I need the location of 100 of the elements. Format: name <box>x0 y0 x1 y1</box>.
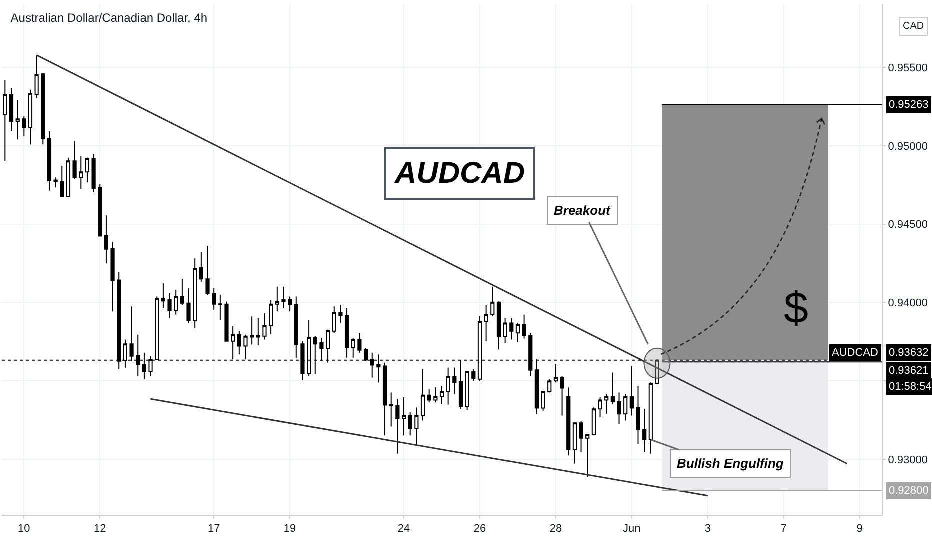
candlestick <box>624 394 628 422</box>
ref-line-label: 0.93621 <box>889 365 929 377</box>
candlestick <box>332 306 336 334</box>
candlestick <box>212 288 216 310</box>
candlestick <box>446 367 450 406</box>
candlestick <box>452 367 457 395</box>
candlestick <box>3 80 8 162</box>
annotation: $ <box>784 284 808 333</box>
candlestick <box>262 312 267 340</box>
candlestick <box>275 286 280 312</box>
annotation: Bullish Engulfing <box>677 456 784 471</box>
x-tick-label: Jun <box>623 523 641 536</box>
ref-line-label: 0.93632 <box>889 347 929 359</box>
y-tick-label: 0.95500 <box>888 62 928 74</box>
candlestick <box>41 72 46 146</box>
candlestick <box>472 368 476 382</box>
candlestick <box>28 89 33 146</box>
ref-line-label: 0.95263 <box>889 99 929 111</box>
candlestick <box>92 154 96 193</box>
ref-line-label: 0.92800 <box>889 485 929 497</box>
candlestick <box>484 304 488 342</box>
candlestick <box>237 331 242 356</box>
candlestick <box>79 156 84 190</box>
candlestick <box>54 177 58 188</box>
text: CAD <box>903 21 924 32</box>
candlestick <box>554 364 558 384</box>
x-tick-label: 19 <box>284 523 296 536</box>
candlestick <box>250 316 254 346</box>
candlestick <box>610 372 615 405</box>
x-tick-label: 12 <box>94 523 106 536</box>
candlestick <box>16 99 20 140</box>
x-tick-label: 24 <box>398 523 410 536</box>
candlestick <box>427 388 432 404</box>
x-tick-label: 26 <box>474 523 486 536</box>
candlestick <box>218 294 222 320</box>
candlestick <box>168 292 172 319</box>
candlestick <box>193 258 198 329</box>
y-tick-label: 0.93000 <box>888 454 928 466</box>
candlestick <box>510 318 514 340</box>
candlestick <box>522 314 526 340</box>
candlestick <box>408 412 412 436</box>
text: Australian Dollar/Canadian Dollar, 4h <box>10 11 208 26</box>
candlestick <box>465 370 470 411</box>
candlestick <box>60 166 64 198</box>
candlestick <box>206 246 210 296</box>
candlestick <box>338 304 343 324</box>
candlestick <box>244 334 248 360</box>
candlestick <box>636 386 640 444</box>
candlestick <box>85 157 90 184</box>
candlestick <box>186 288 191 324</box>
candlestick <box>389 392 394 428</box>
candlestick <box>496 301 502 350</box>
candlestick <box>34 54 39 99</box>
candlestick <box>420 368 426 422</box>
candlestick <box>224 301 229 342</box>
annotation: AUDCAD <box>832 347 879 359</box>
candlestick <box>199 252 204 282</box>
candlestick <box>592 407 596 436</box>
candlestick <box>503 318 508 344</box>
candlestick <box>344 308 350 358</box>
candlestick <box>548 378 552 394</box>
candlestick <box>66 157 71 198</box>
candlestick <box>9 88 14 132</box>
candlestick <box>396 398 400 454</box>
y-tick-label: 0.95000 <box>888 140 928 153</box>
candlestick <box>648 382 653 454</box>
candlestick <box>541 390 546 412</box>
candlestick <box>72 140 77 180</box>
candlestick <box>566 387 571 456</box>
x-tick-label: 9 <box>856 523 863 536</box>
candlestick <box>288 296 292 312</box>
text: 01:58:54 <box>889 381 932 393</box>
candlestick <box>174 290 178 316</box>
candlestick <box>382 362 388 436</box>
candlestick <box>98 184 102 237</box>
candlestick <box>579 420 584 453</box>
candlestick <box>269 300 274 335</box>
candlestick <box>630 366 634 416</box>
candlestick <box>402 397 406 436</box>
y-tick-label: 0.94500 <box>888 219 928 232</box>
candlestick <box>604 394 609 415</box>
candlestick <box>161 283 166 309</box>
candlestick <box>22 116 26 137</box>
candlestick <box>294 296 298 359</box>
candlestick <box>572 422 577 464</box>
candlestick <box>490 286 495 317</box>
x-tick-label: 17 <box>208 523 220 536</box>
candlestick <box>516 322 520 343</box>
candlestick <box>256 318 260 346</box>
y-tick-label: 0.94000 <box>888 298 928 310</box>
x-tick-label: 7 <box>780 523 787 536</box>
candlestick <box>358 332 362 354</box>
candlestick <box>598 397 602 418</box>
candlestick <box>560 376 564 416</box>
x-tick-label: 3 <box>704 523 711 536</box>
candlestick <box>104 215 109 264</box>
annotation: AUDCAD <box>394 157 525 190</box>
candlestick <box>282 286 286 309</box>
candlestick <box>414 407 419 446</box>
x-tick-label: 10 <box>18 523 30 536</box>
